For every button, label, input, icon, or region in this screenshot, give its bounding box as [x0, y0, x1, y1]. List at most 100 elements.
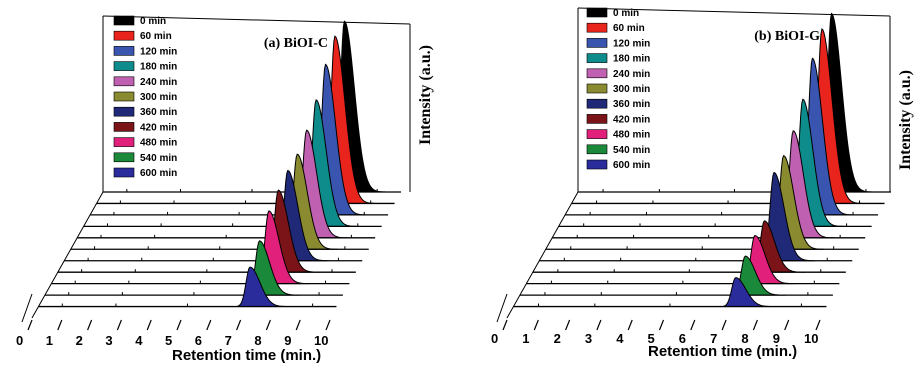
- legend-swatch: [586, 98, 608, 109]
- x-tick-label: 6: [195, 333, 202, 348]
- box-edge-left: [506, 8, 579, 319]
- legend-swatch: [586, 7, 608, 18]
- chart-panel-b: 0 1 2 3 4 5 6 7 8 9 10 Retention time (min.) Intensi…: [491, 7, 914, 360]
- x-tick-mark: [57, 319, 63, 331]
- x-tick-mark: [27, 319, 33, 331]
- x-tick-label: 5: [648, 331, 655, 346]
- x-tick-label: 2: [554, 331, 561, 346]
- x-tick-mark: [627, 319, 633, 331]
- x-tick-label: 2: [76, 333, 83, 348]
- chart-title: (a) BiOI-C: [264, 36, 328, 51]
- x-tick-mark: [176, 319, 182, 331]
- box-edge-front: [496, 293, 508, 323]
- x-tick-mark: [87, 319, 93, 331]
- x-tick-mark: [236, 319, 242, 331]
- legend-swatch: [113, 137, 135, 147]
- x-tick-label: 10: [804, 331, 818, 346]
- x-tick-label: 1: [522, 331, 529, 346]
- legend-label: 0 min: [613, 8, 639, 19]
- x-tick-label: 9: [284, 333, 291, 348]
- x-tick-mark: [295, 319, 301, 331]
- x-tick-label: 3: [105, 333, 112, 348]
- x-tick-mark: [596, 319, 602, 331]
- legend-label: 240 min: [140, 77, 177, 88]
- legend-swatch: [113, 122, 135, 132]
- x-tick-label: 3: [585, 331, 592, 346]
- legend-swatch: [113, 106, 135, 117]
- legend-swatch: [113, 91, 135, 102]
- legend-label: 300 min: [140, 92, 177, 103]
- y-axis-label: Intensity (a.u.): [897, 70, 914, 170]
- box-edge-top: [102, 15, 411, 25]
- x-tick-mark: [658, 319, 665, 331]
- legend-label: 540 min: [140, 153, 177, 164]
- legend-swatch: [586, 53, 608, 63]
- legend-label: 480 min: [613, 130, 650, 141]
- legend: 0 min 60 min 120 min 180 min 240 min 300 min 3…: [113, 15, 177, 179]
- x-axis-label: Retention time (min.): [648, 343, 797, 360]
- legend-label: 60 min: [613, 23, 645, 34]
- legend-swatch: [586, 129, 608, 139]
- legend-label: 120 min: [140, 46, 177, 57]
- legend-label: 180 min: [613, 54, 650, 65]
- x-tick-label: 6: [679, 331, 686, 346]
- legend-label: 300 min: [613, 84, 650, 95]
- x-tick-mark: [533, 319, 539, 331]
- x-tick-mark: [721, 319, 727, 331]
- x-tick-mark: [325, 319, 331, 331]
- legend-swatch: [586, 38, 608, 48]
- legend-swatch: [586, 114, 608, 124]
- x-tick-label: 7: [710, 331, 717, 346]
- legend-swatch: [113, 46, 135, 56]
- x-tick-label: 1: [46, 333, 53, 348]
- x-tick-label: 0: [491, 331, 498, 346]
- x-tick-mark: [265, 319, 271, 331]
- x-tick-label: 8: [741, 331, 748, 346]
- x-axis-label: Retention time (min.): [172, 347, 321, 364]
- x-tick-label: 8: [254, 333, 261, 348]
- legend-label: 420 min: [140, 122, 177, 133]
- legend-label: 540 min: [613, 145, 650, 156]
- x-tick-mark: [815, 319, 821, 331]
- legend-swatch: [586, 22, 608, 33]
- x-tick-label: 10: [314, 333, 328, 348]
- legend-label: 120 min: [613, 38, 650, 49]
- box-edge-front: [21, 293, 33, 323]
- x-tick-mark: [565, 319, 571, 331]
- legend-label: 600 min: [140, 168, 177, 179]
- legend-label: 240 min: [613, 69, 650, 80]
- chart-title: (b) BiOI-G: [754, 29, 820, 44]
- x-tick-label: 9: [773, 331, 780, 346]
- legend-swatch: [113, 152, 135, 163]
- legend-swatch: [113, 61, 135, 71]
- x-tick-label: 5: [165, 333, 172, 348]
- legend-label: 600 min: [613, 160, 650, 171]
- legend-label: 180 min: [140, 62, 177, 73]
- x-tick-label: 4: [616, 331, 624, 346]
- x-tick-mark: [116, 319, 122, 331]
- legend-label: 360 min: [613, 99, 650, 110]
- legend-label: 0 min: [140, 16, 166, 27]
- y-axis-label: Intensity (a.u.): [417, 45, 434, 145]
- legend-swatch: [586, 144, 608, 155]
- legend-label: 480 min: [140, 138, 177, 149]
- legend-swatch: [113, 15, 135, 26]
- legend-swatch: [586, 68, 608, 79]
- x-tick-mark: [690, 319, 696, 331]
- x-tick-mark: [206, 319, 212, 331]
- legend-swatch: [586, 83, 608, 94]
- x-tick-label: 0: [16, 333, 23, 348]
- x-tick-mark: [752, 319, 758, 331]
- legend-label: 60 min: [140, 31, 172, 42]
- x-tick-label: 4: [135, 333, 143, 348]
- legend: 0 min 60 min 120 min 180 min 240 min 300 min 3…: [586, 7, 650, 171]
- x-tick-mark: [146, 319, 152, 331]
- legend-swatch: [113, 30, 135, 41]
- box-edge-top: [577, 7, 891, 17]
- legend-swatch: [113, 76, 135, 87]
- legend-swatch: [113, 167, 135, 178]
- legend-label: 360 min: [140, 107, 177, 118]
- legend-swatch: [586, 159, 608, 170]
